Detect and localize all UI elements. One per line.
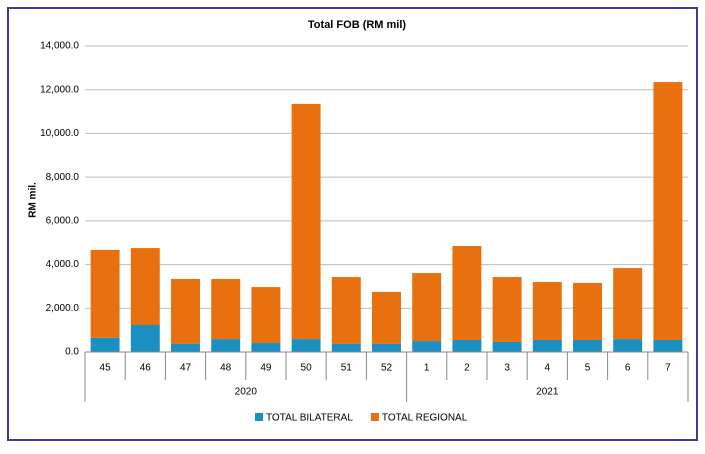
chart-border xyxy=(7,7,698,441)
bar-segment xyxy=(613,339,643,352)
y-tick-label: 0.0 xyxy=(65,347,79,358)
bar-segment xyxy=(532,339,562,352)
y-tick-label: 8,000.0 xyxy=(46,172,80,183)
bar-segment xyxy=(372,343,401,352)
bar-segment xyxy=(653,339,683,352)
bar-segment xyxy=(130,248,160,326)
bar-segment xyxy=(291,103,321,340)
bar-segment xyxy=(331,343,361,352)
bar-segment xyxy=(251,287,281,344)
bar-segment xyxy=(372,291,401,344)
x-tick-label: 46 xyxy=(140,363,152,374)
x-tick-label: 3 xyxy=(504,363,510,374)
bar-segment xyxy=(452,339,482,352)
bar-segment xyxy=(532,282,562,340)
y-tick-label: 14,000.0 xyxy=(40,41,79,52)
x-tick-label: 52 xyxy=(381,363,393,374)
x-tick-label: 7 xyxy=(665,363,671,374)
bar-segment xyxy=(452,245,482,340)
bar-segment xyxy=(412,273,442,342)
bar-segment xyxy=(331,277,361,344)
x-tick-label: 51 xyxy=(341,363,353,374)
x-tick-label: 45 xyxy=(100,363,112,374)
bar-segment xyxy=(653,82,683,340)
bar-segment xyxy=(130,325,160,352)
bar-segment xyxy=(211,278,241,340)
y-axis-label: RM mil. xyxy=(28,182,39,218)
group-label: 2020 xyxy=(235,387,258,398)
legend-swatch xyxy=(255,413,263,421)
bar-segment xyxy=(613,268,643,340)
legend-label: TOTAL BILATERAL xyxy=(266,413,353,424)
x-tick-label: 2 xyxy=(464,363,470,374)
x-tick-label: 47 xyxy=(180,363,192,374)
bar-segment xyxy=(211,339,241,352)
y-tick-label: 2,000.0 xyxy=(46,303,80,314)
bar-segment xyxy=(412,341,442,352)
y-tick-label: 10,000.0 xyxy=(40,128,79,139)
x-tick-label: 48 xyxy=(220,363,232,374)
y-tick-label: 4,000.0 xyxy=(46,259,80,270)
chart-title: Total FOB (RM mil) xyxy=(308,19,407,31)
x-tick-label: 5 xyxy=(585,363,591,374)
x-tick-label: 4 xyxy=(545,363,551,374)
bar-segment xyxy=(171,343,200,352)
y-tick-label: 12,000.0 xyxy=(40,84,79,95)
legend-label: TOTAL REGIONAL xyxy=(382,413,468,424)
bar-segment xyxy=(573,339,602,352)
bar-segment xyxy=(291,339,321,352)
x-tick-label: 49 xyxy=(260,363,272,374)
legend-swatch xyxy=(370,413,379,421)
bar-segment xyxy=(90,249,120,338)
bar-segment xyxy=(171,278,200,344)
y-tick-label: 6,000.0 xyxy=(46,215,80,226)
bar-segment xyxy=(492,341,522,352)
group-label: 2021 xyxy=(536,387,559,398)
bar-segment xyxy=(90,337,120,352)
x-tick-label: 50 xyxy=(301,363,313,374)
bar-segment xyxy=(492,277,522,342)
bar-segment xyxy=(251,343,281,352)
bar-segment xyxy=(573,282,602,340)
x-tick-label: 6 xyxy=(625,363,631,374)
x-tick-label: 1 xyxy=(424,363,430,374)
